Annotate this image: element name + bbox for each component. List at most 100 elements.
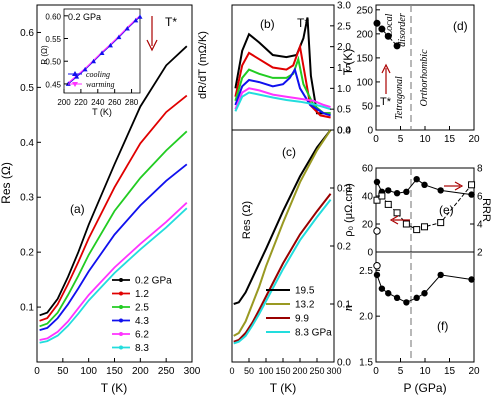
y-tick-label: 0: [367, 248, 373, 259]
panel-a-y-ticks: 0.1 0.2 0.3 0.4 0.5 0.6: [20, 28, 41, 314]
series-line-1: [39, 94, 188, 322]
n-point: [421, 290, 428, 297]
panel-d: 0 5 10 15 20 0 50 100 150 200 250 (d) T (K) Local…: [341, 4, 480, 145]
x-tick-label: 0: [34, 366, 40, 377]
legend-label: 19.5: [295, 286, 315, 297]
x-tick-label: 150: [106, 366, 123, 377]
series-line-2: [39, 130, 188, 328]
region-orthorhombic: Orthorhombic: [419, 49, 430, 107]
inset-legend-warming: warming: [86, 80, 114, 89]
x-tick-label: 0: [373, 134, 379, 145]
panel-d-label: (d): [453, 19, 468, 33]
x-tick-label: 240: [91, 98, 105, 107]
panel-f-y-ticks: 1.5 2.0 2.5: [359, 266, 380, 369]
legend-label: 4.3: [135, 316, 149, 327]
legend-label: 9.9: [295, 314, 309, 325]
y-tick-label: 1.5: [359, 358, 373, 369]
series-line-0: [67, 16, 141, 85]
panel-f-points: [373, 262, 475, 306]
inset-series: [65, 14, 143, 86]
y-tick-label: 8: [477, 164, 483, 175]
inset-cooling-marker: [91, 58, 97, 64]
panel-c: 0 50 100 150 200 250 300 0.0 0.1 0.2 0.3 0.4 (c) T…: [229, 126, 351, 396]
panel-f-frame: [375, 251, 475, 363]
y-tick-label: 2.5: [359, 266, 373, 277]
inset-y-label: R (Ω): [40, 45, 49, 65]
series-line-5: [39, 207, 188, 344]
panel-d-y-ticks: 0 50 100 150 200 250: [356, 5, 380, 137]
y-tick-label: 0.3: [20, 193, 34, 204]
panel-a-y-label: Res (Ω): [0, 162, 13, 204]
y-tick-label: 2.5: [337, 21, 351, 32]
x-tick-label: 300: [184, 366, 201, 377]
legend-marker: [119, 291, 123, 296]
inset-cooling-marker: [124, 26, 130, 31]
n-line: [376, 274, 472, 303]
inset-title: 0.2 GPa: [68, 12, 101, 22]
x-tick-label: 0: [229, 366, 234, 376]
inset-legend-cooling-marker: [72, 71, 78, 76]
y-tick-label: 3.0: [337, 1, 351, 12]
rrr-point: [468, 181, 476, 189]
panel-e-y-ticks: 0 20 40 60: [362, 164, 380, 259]
legend-marker: [119, 345, 123, 350]
series-line-0: [234, 17, 331, 115]
region-local: Local: [384, 13, 395, 37]
legend-marker: [119, 305, 123, 309]
series-line-3: [39, 163, 188, 331]
x-tick-label: 15: [444, 134, 456, 145]
x-tick-label: 250: [158, 366, 175, 377]
series-line-4: [39, 202, 188, 341]
x-tick-label: 200: [292, 366, 307, 376]
panel-e-points: [373, 176, 476, 235]
x-tick-label: 10: [419, 134, 431, 145]
x-tick-label: 5: [398, 366, 404, 377]
panel-b-y-label: dR/dT (mΩ/K): [197, 31, 209, 99]
legend-label: 13.2: [295, 300, 315, 311]
series-line-0: [233, 129, 332, 305]
panel-e: 0 20 40 60 2 4 6 8 (e) ρ₀ (μΩ.cm) RRR: [343, 164, 491, 259]
panel-f: 0 5 10 15 20 1.52.02.5 (f) n P (GPa): [340, 251, 480, 395]
series-line-1: [67, 15, 141, 84]
inset-x-ticks: 200 220 240 260 280: [57, 89, 139, 107]
panel-f-x-ticks: 0 5 10 15 20: [373, 358, 480, 377]
panel-a-x-ticks: 0 50 100 150 200 250 300: [34, 358, 201, 377]
n-point: [373, 271, 381, 279]
y-tick-label: 0.3: [337, 184, 351, 195]
rho0-point: [373, 178, 381, 186]
inset-cooling-marker: [82, 66, 88, 72]
t-star-point: [378, 25, 386, 33]
rrr-point: [373, 196, 381, 204]
series-line-5: [234, 91, 331, 112]
n-point: [403, 299, 410, 306]
legend-label: 6.2: [135, 330, 149, 341]
y-tick-label: 6: [477, 192, 483, 203]
panel-c-x-label: T (K): [270, 381, 296, 395]
y-tick-label: 0.50: [45, 58, 61, 67]
series-line-4: [234, 87, 331, 110]
panel-b-y-ticks: 0.0 0.5 1.0 1.5 2.0 2.5 3.0: [330, 1, 351, 137]
y-tick-label: 1.5: [337, 63, 351, 74]
legend-marker: [119, 278, 123, 282]
rho0-point: [413, 176, 420, 183]
panel-a: 0 50 100 150 200 250 300 0.1 0.2 0.3 0.4 0.5 0.6 (a…: [0, 4, 201, 395]
legend-label: 2.5: [135, 303, 149, 314]
y-tick-label: 0.2: [20, 248, 34, 259]
legend-marker: [119, 318, 123, 323]
series-line-2: [234, 55, 331, 115]
y-tick-label: 2: [477, 248, 483, 259]
rrr-point: [384, 200, 392, 208]
rho0-point: [437, 187, 444, 194]
x-tick-label: 200: [132, 366, 149, 377]
inset-cooling-marker: [74, 74, 80, 79]
panel-f-x-label: P (GPa): [403, 381, 446, 395]
y-tick-label: 0.1: [337, 300, 351, 311]
rrr-point: [393, 209, 401, 217]
x-tick-label: 300: [326, 366, 341, 376]
x-tick-label: 50: [57, 366, 69, 377]
inset-legend-warming-marker: [72, 82, 78, 87]
y-tick-label: 20: [362, 220, 374, 231]
panel-d-y-label: T (K): [341, 49, 355, 75]
rho-arrow-head: [389, 215, 399, 225]
